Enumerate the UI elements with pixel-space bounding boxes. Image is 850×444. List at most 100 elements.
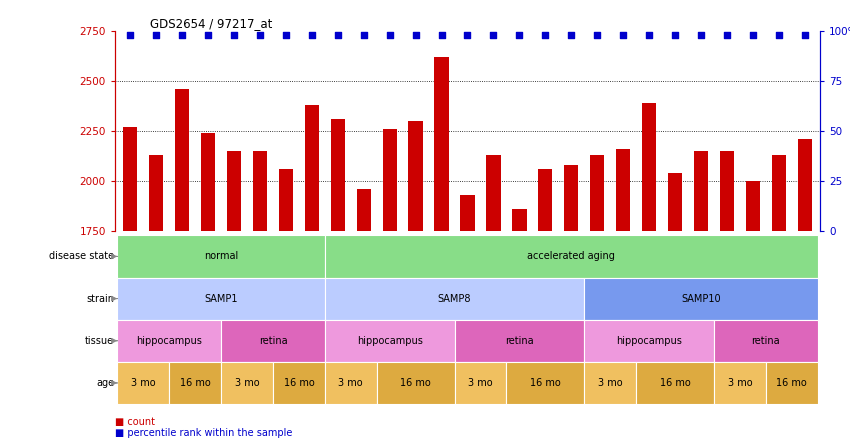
Text: retina: retina bbox=[258, 336, 287, 346]
Text: tissue: tissue bbox=[85, 336, 114, 346]
Point bbox=[616, 31, 630, 38]
Bar bbox=[175, 89, 190, 231]
Point bbox=[798, 31, 812, 38]
Bar bbox=[117, 362, 169, 404]
Bar bbox=[714, 320, 818, 362]
Text: SAMP8: SAMP8 bbox=[438, 293, 471, 304]
Bar bbox=[252, 151, 267, 231]
Bar bbox=[668, 173, 683, 231]
Bar bbox=[538, 169, 552, 231]
Bar bbox=[507, 362, 584, 404]
Text: disease state: disease state bbox=[49, 251, 114, 262]
Text: 3 mo: 3 mo bbox=[728, 378, 752, 388]
Bar bbox=[382, 129, 397, 231]
Text: 16 mo: 16 mo bbox=[400, 378, 431, 388]
Bar bbox=[694, 151, 708, 231]
Point bbox=[123, 31, 137, 38]
Point bbox=[461, 31, 474, 38]
Point bbox=[150, 31, 163, 38]
Bar bbox=[325, 278, 584, 320]
Bar bbox=[636, 362, 714, 404]
Point bbox=[720, 31, 734, 38]
Bar bbox=[766, 362, 818, 404]
Bar bbox=[745, 181, 760, 231]
Text: hippocampus: hippocampus bbox=[357, 336, 422, 346]
Text: age: age bbox=[96, 378, 114, 388]
Bar bbox=[409, 121, 422, 231]
Bar bbox=[714, 362, 766, 404]
Text: 16 mo: 16 mo bbox=[284, 378, 314, 388]
Bar bbox=[584, 278, 818, 320]
Text: 3 mo: 3 mo bbox=[468, 378, 493, 388]
Text: normal: normal bbox=[204, 251, 238, 262]
Bar bbox=[590, 155, 604, 231]
Point bbox=[564, 31, 578, 38]
Bar bbox=[616, 149, 630, 231]
Bar bbox=[434, 57, 449, 231]
Point bbox=[382, 31, 396, 38]
Text: retina: retina bbox=[751, 336, 780, 346]
Bar bbox=[117, 320, 221, 362]
Text: hippocampus: hippocampus bbox=[616, 336, 682, 346]
Text: 16 mo: 16 mo bbox=[180, 378, 211, 388]
Bar bbox=[149, 155, 163, 231]
Point bbox=[409, 31, 422, 38]
Bar bbox=[221, 320, 325, 362]
Point bbox=[357, 31, 371, 38]
Bar bbox=[357, 189, 371, 231]
Bar bbox=[221, 362, 273, 404]
Bar bbox=[325, 235, 818, 278]
Point bbox=[434, 31, 448, 38]
Bar bbox=[455, 362, 507, 404]
Bar bbox=[584, 362, 636, 404]
Text: 3 mo: 3 mo bbox=[338, 378, 363, 388]
Point bbox=[746, 31, 760, 38]
Bar bbox=[169, 362, 221, 404]
Bar bbox=[201, 133, 215, 231]
Point bbox=[201, 31, 215, 38]
Point bbox=[772, 31, 785, 38]
Point bbox=[513, 31, 526, 38]
Bar bbox=[117, 278, 325, 320]
Bar bbox=[455, 320, 584, 362]
Text: 16 mo: 16 mo bbox=[660, 378, 690, 388]
Text: SAMP1: SAMP1 bbox=[204, 293, 238, 304]
Text: GDS2654 / 97217_at: GDS2654 / 97217_at bbox=[150, 17, 272, 30]
Point bbox=[487, 31, 501, 38]
Point bbox=[253, 31, 267, 38]
Bar bbox=[720, 151, 734, 231]
Point bbox=[175, 31, 189, 38]
Bar bbox=[123, 127, 138, 231]
Point bbox=[279, 31, 292, 38]
Text: accelerated aging: accelerated aging bbox=[527, 251, 615, 262]
Point bbox=[539, 31, 552, 38]
Point bbox=[591, 31, 604, 38]
Bar bbox=[797, 139, 812, 231]
Text: ■ percentile rank within the sample: ■ percentile rank within the sample bbox=[115, 428, 292, 438]
Point bbox=[694, 31, 708, 38]
Text: 3 mo: 3 mo bbox=[131, 378, 156, 388]
Bar bbox=[461, 195, 474, 231]
Bar bbox=[331, 119, 345, 231]
Bar bbox=[513, 209, 526, 231]
Bar bbox=[584, 320, 714, 362]
Text: 3 mo: 3 mo bbox=[598, 378, 622, 388]
Bar bbox=[305, 105, 319, 231]
Point bbox=[668, 31, 682, 38]
Bar bbox=[642, 103, 656, 231]
Text: 16 mo: 16 mo bbox=[530, 378, 561, 388]
Bar bbox=[273, 362, 325, 404]
Text: retina: retina bbox=[505, 336, 534, 346]
Bar bbox=[564, 165, 578, 231]
Text: hippocampus: hippocampus bbox=[136, 336, 202, 346]
Point bbox=[331, 31, 344, 38]
Text: 3 mo: 3 mo bbox=[235, 378, 259, 388]
Text: 16 mo: 16 mo bbox=[776, 378, 808, 388]
Point bbox=[305, 31, 319, 38]
Text: SAMP10: SAMP10 bbox=[681, 293, 721, 304]
Text: strain: strain bbox=[86, 293, 114, 304]
Bar bbox=[117, 235, 325, 278]
Bar bbox=[325, 320, 455, 362]
Bar bbox=[325, 362, 377, 404]
Bar bbox=[772, 155, 786, 231]
